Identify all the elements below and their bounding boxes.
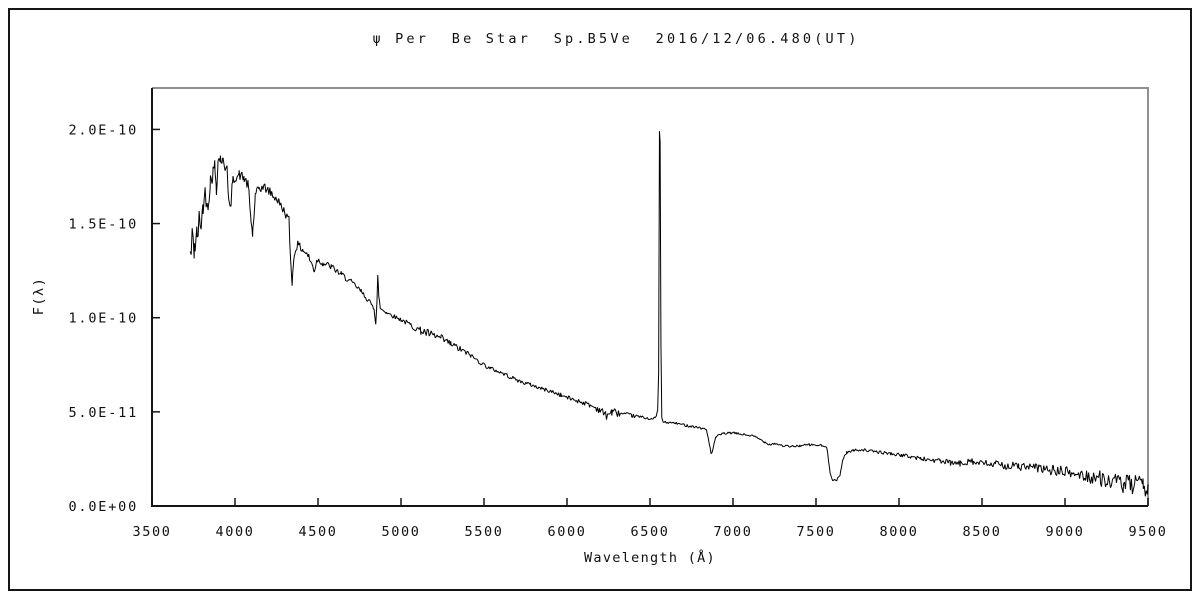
x-tick-label: 8500 (963, 524, 1002, 540)
x-tick-label: 5000 (382, 524, 421, 540)
y-tick-label: 1.0E-10 (69, 311, 139, 327)
plot-frame-gray (152, 87, 1149, 506)
x-tick-label: 5500 (465, 524, 504, 540)
x-axis-label: Wavelength (Å) (584, 550, 716, 566)
y-tick-label: 5.0E-11 (69, 405, 139, 421)
x-tick-label: 9500 (1129, 524, 1168, 540)
plot-frame-axes (151, 88, 1148, 507)
chart-title: ψ Per Be Star Sp.B5Ve 2016/12/06.480(UT) (372, 31, 860, 47)
y-tick-label: 2.0E-10 (69, 122, 139, 138)
x-tick-label: 3500 (133, 524, 172, 540)
x-tick-label: 6000 (548, 524, 587, 540)
x-tick-label: 8000 (880, 524, 919, 540)
y-tick-label: 0.0E+00 (69, 499, 139, 515)
x-tick-label: 7000 (714, 524, 753, 540)
y-tick-label: 1.5E-10 (69, 217, 139, 233)
x-tick-label: 4000 (216, 524, 255, 540)
x-tick-label: 4500 (299, 524, 338, 540)
spectrum-line (189, 131, 1149, 497)
x-tick-label: 6500 (631, 524, 670, 540)
x-tick-label: 7500 (797, 524, 836, 540)
x-tick-label: 9000 (1046, 524, 1085, 540)
